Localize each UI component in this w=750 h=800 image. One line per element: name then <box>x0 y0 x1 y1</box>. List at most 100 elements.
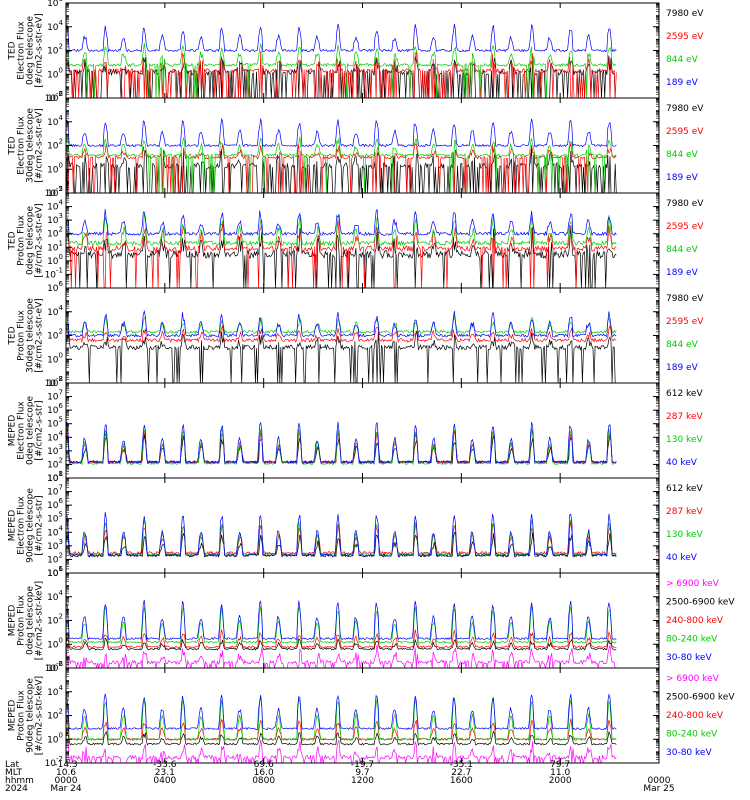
legend-entry: 2595 eV <box>666 222 704 232</box>
y-axis-label-line: TED <box>8 136 18 155</box>
y-tick-label: 103 <box>47 212 63 226</box>
panel-4-traces <box>66 309 617 383</box>
trace-240-800-kev <box>66 629 617 649</box>
y-axis-label-line: 90deg telescope <box>26 678 36 753</box>
legend-entry: 612 keV <box>666 484 703 494</box>
legend-entry: 30-80 keV <box>666 748 712 758</box>
y-tick-label: 100 <box>47 161 63 175</box>
panel-1-traces <box>66 23 617 98</box>
x-annotation-hhmm: 0000 <box>55 776 78 786</box>
y-axis-label-line: TED <box>8 231 18 250</box>
legend-entry: 240-800 keV <box>666 616 724 626</box>
y-axis-label-line: 0deg telescope <box>26 16 36 86</box>
legend-entry: 189 eV <box>666 173 699 183</box>
trace-844-ev <box>66 136 617 193</box>
y-tick-label: 106 <box>47 497 63 511</box>
x-annotation-date: Mar 25 <box>643 784 674 794</box>
y-axis-label-line: [#/cm2-s-str-eV] <box>35 203 45 278</box>
y-tick-label: 10-1 <box>45 266 63 280</box>
legend-entry: 7980 eV <box>666 294 704 304</box>
legend-entry: 80-240 keV <box>666 730 718 740</box>
panel-2-traces <box>66 117 617 193</box>
y-axis-label-line: TED <box>8 326 18 345</box>
y-tick-label: 102 <box>47 551 63 565</box>
x-annotation-row-label: hhmm <box>5 776 34 786</box>
x-annotation-hhmm: 0000 <box>648 776 671 786</box>
x-annotation-hhmm: 1600 <box>450 776 473 786</box>
legend-entry: 189 eV <box>666 363 699 373</box>
trace-844-ev <box>66 42 617 98</box>
y-axis-label-line: Electron Flux <box>17 21 27 80</box>
y-axis-label-line: Electron Flux <box>17 116 27 175</box>
y-tick-label: 106 <box>47 0 63 9</box>
x-annotation-mlt: 22.7 <box>451 768 471 778</box>
legend-entry: > 6900 keV <box>666 674 720 684</box>
legend-entry: 2595 eV <box>666 127 704 137</box>
y-tick-label: 104 <box>47 589 63 603</box>
y-tick-label: 100 <box>47 636 63 650</box>
y-axis-label-line: Proton Flux <box>17 310 27 361</box>
panel-7-traces <box>66 600 617 668</box>
y-tick-label: 104 <box>47 19 63 33</box>
legend-entry: > 6900 keV <box>666 579 720 589</box>
y-axis-label-line: 30deg telescope <box>26 298 36 373</box>
legend-entry: 844 eV <box>666 340 699 350</box>
y-axis-label: TEDElectron Flux0deg telescope[#/cm2-s-s… <box>8 13 45 88</box>
y-tick-label: 10-2 <box>45 185 63 199</box>
x-annotation-lat: -19.7 <box>351 760 374 770</box>
x-annotation-date: Mar 24 <box>50 784 82 794</box>
y-axis-label: MEPEDProton Flux90deg telescope[#/cm2-s-… <box>8 676 45 755</box>
legend-entry: 80-240 keV <box>666 635 718 645</box>
panel-5-traces <box>66 421 617 466</box>
y-axis-label-line: Proton Flux <box>17 215 27 266</box>
trace-40-kev <box>66 511 617 558</box>
y-axis-label: MEPEDProton Flux0deg telescope[#/cm2-s-s… <box>8 581 45 660</box>
y-axis-label-line: Electron Flux <box>17 401 27 460</box>
trace-7980-ev <box>66 330 617 383</box>
legend-entry: 30-80 keV <box>666 653 712 663</box>
y-tick-label: 102 <box>47 708 63 722</box>
y-tick-label: 106 <box>47 280 63 294</box>
y-tick-label: 105 <box>47 185 63 199</box>
y-axis-label-line: MEPED <box>8 415 18 447</box>
legend-entry: 40 keV <box>666 458 698 468</box>
legend-entry: 844 eV <box>666 150 699 160</box>
trace-80-240-kev <box>66 697 617 742</box>
y-tick-label: 102 <box>47 226 63 240</box>
y-axis-label-line: MEPED <box>8 700 18 732</box>
legend-entry: 844 eV <box>666 245 699 255</box>
legend-entry: 287 keV <box>666 412 703 422</box>
y-tick-label: 100 <box>47 351 63 365</box>
trace--6900-kev <box>66 644 617 668</box>
legend-entry: 7980 eV <box>666 9 704 19</box>
trace-30-80-kev <box>66 693 617 731</box>
y-tick-label: 108 <box>47 375 63 389</box>
x-annotation-mlt: 10.6 <box>56 768 76 778</box>
x-annotation-lat: -35.1 <box>450 760 473 770</box>
trace-189-ev <box>66 23 617 53</box>
x-annotation-lat: 69.6 <box>254 760 274 770</box>
trace-2595-ev <box>66 50 617 98</box>
panel-8-traces <box>66 693 617 763</box>
x-annotation-lat: -33.6 <box>153 760 177 770</box>
legend-entry: 287 keV <box>666 507 703 517</box>
y-axis-label-line: [#/cm2-s-str-eV] <box>35 298 45 373</box>
y-tick-label: 107 <box>47 389 63 403</box>
y-axis-label-line: 0deg telescope <box>26 206 36 276</box>
y-tick-label: 107 <box>47 484 63 498</box>
y-tick-label: 106 <box>47 402 63 416</box>
y-axis-label-line: Proton Flux <box>17 690 27 741</box>
trace-844-ev <box>66 214 617 247</box>
y-axis-label: TEDProton Flux0deg telescope[#/cm2-s-str… <box>8 203 45 278</box>
trace-2595-ev <box>66 220 617 288</box>
y-tick-label: 10-2 <box>45 755 63 769</box>
legend-entry: 2595 eV <box>666 32 704 42</box>
trace-189-ev <box>66 209 617 237</box>
y-axis-label-line: [#/cm2-s-str-keV] <box>35 676 45 755</box>
y-tick-label: 100 <box>47 66 63 80</box>
